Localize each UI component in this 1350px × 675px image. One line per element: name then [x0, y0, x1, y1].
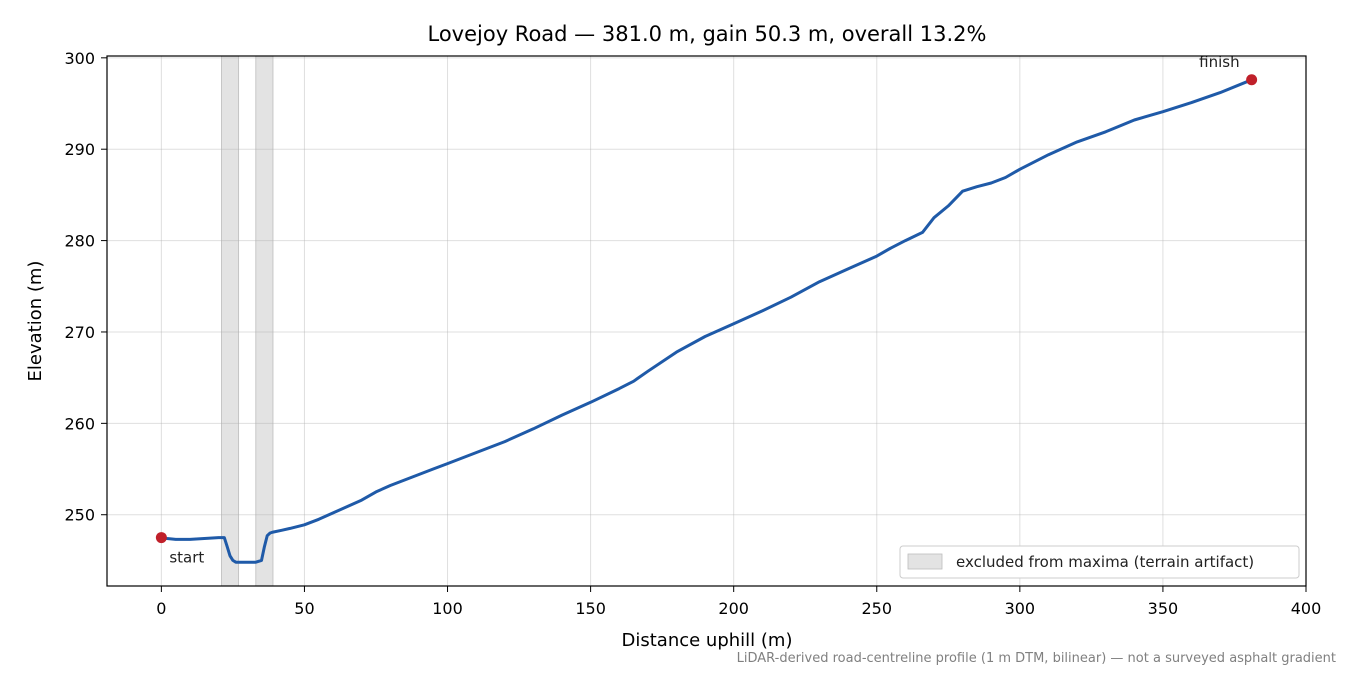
x-axis-label: Distance uphill (m)	[622, 630, 793, 651]
endpoint-markers: start finish	[155, 53, 1258, 567]
excluded-span-2	[255, 55, 274, 587]
legend-box	[899, 545, 1300, 579]
finish-label: finish	[1199, 53, 1239, 71]
y-tick-label: 270	[64, 323, 95, 342]
plot-frame	[106, 55, 1307, 587]
y-tick-label: 260	[64, 414, 95, 433]
legend: excluded from maxima (terrain artifact)	[899, 545, 1300, 579]
x-tick-label: 50	[294, 599, 314, 618]
legend-swatch-excluded	[907, 553, 943, 570]
excluded-span-1	[221, 55, 240, 587]
y-axis-label: Elevation (m)	[25, 261, 46, 382]
finish-marker	[1246, 74, 1258, 86]
y-tick-label: 300	[64, 49, 95, 68]
y-tick-label: 250	[64, 506, 95, 525]
y-tick-label: 280	[64, 232, 95, 251]
x-tick-label: 0	[156, 599, 166, 618]
x-tick-label: 200	[718, 599, 749, 618]
x-tick-label: 100	[432, 599, 463, 618]
x-tick-label: 150	[575, 599, 606, 618]
y-tick-label: 290	[64, 140, 95, 159]
elevation-series-line	[161, 78, 1253, 564]
footnote: LiDAR-derived road-centreline profile (1…	[736, 651, 1336, 666]
excluded-spans	[221, 55, 274, 587]
x-tick-label: 250	[861, 599, 892, 618]
x-tick-label: 350	[1148, 599, 1179, 618]
start-label: start	[169, 549, 204, 567]
x-tick-label: 400	[1291, 599, 1322, 618]
start-marker	[155, 532, 167, 544]
legend-entry-excluded: excluded from maxima (terrain artifact)	[956, 553, 1254, 571]
x-axis-ticks: 0 50 100 150 200 250 300 350 400	[156, 586, 1321, 618]
chart-title: Lovejoy Road — 381.0 m, gain 50.3 m, ove…	[428, 22, 987, 46]
y-axis-ticks: 250 260 270 280 290 300	[64, 49, 107, 525]
x-tick-label: 300	[1005, 599, 1036, 618]
grid-lines	[107, 56, 1307, 586]
